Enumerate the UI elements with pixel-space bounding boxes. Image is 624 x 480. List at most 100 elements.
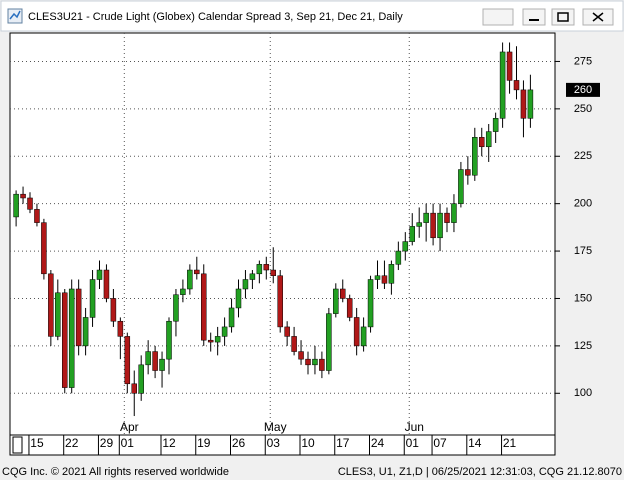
candle-body <box>416 222 422 227</box>
candle-body <box>214 336 221 343</box>
candle-body <box>305 358 311 366</box>
candle-body <box>173 294 179 322</box>
x-axis-strip <box>9 434 556 456</box>
candle-body <box>55 292 61 337</box>
candle-body <box>291 336 297 352</box>
y-tick-label: 225 <box>574 150 592 162</box>
x-tick-label: 15 <box>30 436 44 450</box>
candle-body <box>180 288 186 295</box>
title-bar <box>0 0 624 32</box>
x-tick-label: 12 <box>162 436 176 450</box>
x-tick-label: 29 <box>100 436 114 450</box>
candle-body <box>520 89 527 119</box>
candle-body <box>402 241 409 252</box>
candle-body <box>48 273 54 337</box>
candle-body <box>485 131 492 148</box>
candle-body <box>458 169 464 204</box>
candle-body <box>235 288 242 309</box>
candle-body <box>333 288 339 314</box>
chart-title: CLES3U21 - Crude Light (Globex) Calendar… <box>28 11 403 23</box>
candle-body <box>145 351 151 366</box>
candle-body <box>242 279 249 290</box>
y-tick-label: 175 <box>574 245 592 257</box>
candle-body <box>20 193 26 199</box>
x-tick-label: 24 <box>371 436 385 450</box>
minimize-button[interactable] <box>522 8 546 26</box>
candle-body <box>263 264 270 271</box>
candle-body <box>499 51 506 119</box>
y-tick-label: 100 <box>574 387 592 399</box>
candle-body <box>27 197 33 210</box>
candle-body <box>194 269 200 275</box>
candle-body <box>395 250 402 265</box>
candle-body <box>138 364 144 394</box>
footer-right: CLES3, U1, Z1,D | 06/25/2021 12:31:03, C… <box>338 466 622 478</box>
maximize-button[interactable] <box>551 8 575 26</box>
y-tick-label: 275 <box>574 55 592 67</box>
candle-body <box>228 307 235 328</box>
candle-body <box>13 193 19 218</box>
candle-body <box>312 358 318 366</box>
candle-body <box>201 273 207 341</box>
candle-body <box>270 269 276 276</box>
footer-left: CQG Inc. © 2021 All rights reserved worl… <box>2 466 229 478</box>
last-price-box <box>566 82 600 97</box>
x-tick-label: 21 <box>503 436 517 450</box>
candle-body <box>506 51 513 81</box>
candle-body <box>465 169 471 176</box>
month-label: Apr <box>120 420 139 434</box>
window-icon-glyph <box>9 10 21 20</box>
y-tick-label: 125 <box>574 340 592 352</box>
candle-body <box>284 326 290 337</box>
candle-body <box>277 275 283 328</box>
candle-body <box>89 279 96 318</box>
candle-body <box>82 317 89 347</box>
candle-body <box>326 313 332 371</box>
last-price-label: 260 <box>574 84 592 96</box>
candle-body <box>388 264 395 284</box>
candle-body <box>360 326 367 347</box>
plot-area <box>9 32 556 436</box>
candle-body <box>374 275 381 280</box>
link-button[interactable] <box>482 8 514 26</box>
candle-body <box>75 288 82 347</box>
candle-body <box>152 351 158 371</box>
y-tick-label: 200 <box>574 198 592 210</box>
x-tick-label: 17 <box>336 436 350 450</box>
x-tick-label: 22 <box>65 436 79 450</box>
candle-body <box>166 320 172 360</box>
candle-body <box>249 273 256 280</box>
candle-body <box>437 212 443 239</box>
candle-body <box>207 339 214 343</box>
x-tick-label: 07 <box>433 436 447 450</box>
candle-body <box>319 358 325 371</box>
candle-body <box>41 222 47 275</box>
x-tick-label: 03 <box>267 436 281 450</box>
candle-body <box>131 383 137 394</box>
candle-body <box>34 209 40 223</box>
candle-body <box>430 212 436 239</box>
candle-body <box>124 336 131 385</box>
candle-body <box>340 288 346 299</box>
candle-body <box>256 264 263 275</box>
x-tick-label: 14 <box>468 436 482 450</box>
candle-body <box>451 203 457 223</box>
candle-body <box>381 275 388 284</box>
candle-body <box>444 212 450 223</box>
candle-body <box>346 298 353 318</box>
month-label: May <box>264 420 287 434</box>
candle-body <box>479 137 485 148</box>
close-glyph <box>592 12 604 22</box>
candle-body <box>409 226 415 242</box>
candle-body <box>68 288 75 388</box>
candle-body <box>103 269 110 299</box>
scroll-handle[interactable] <box>12 436 23 454</box>
maximize-glyph <box>557 12 569 22</box>
candle-body <box>513 80 520 91</box>
candle-body <box>96 269 103 280</box>
candle-body <box>221 326 228 337</box>
candle-body <box>110 298 117 322</box>
candle-body <box>62 292 68 388</box>
x-tick-label: 01 <box>406 436 420 450</box>
candle-body <box>117 320 124 337</box>
